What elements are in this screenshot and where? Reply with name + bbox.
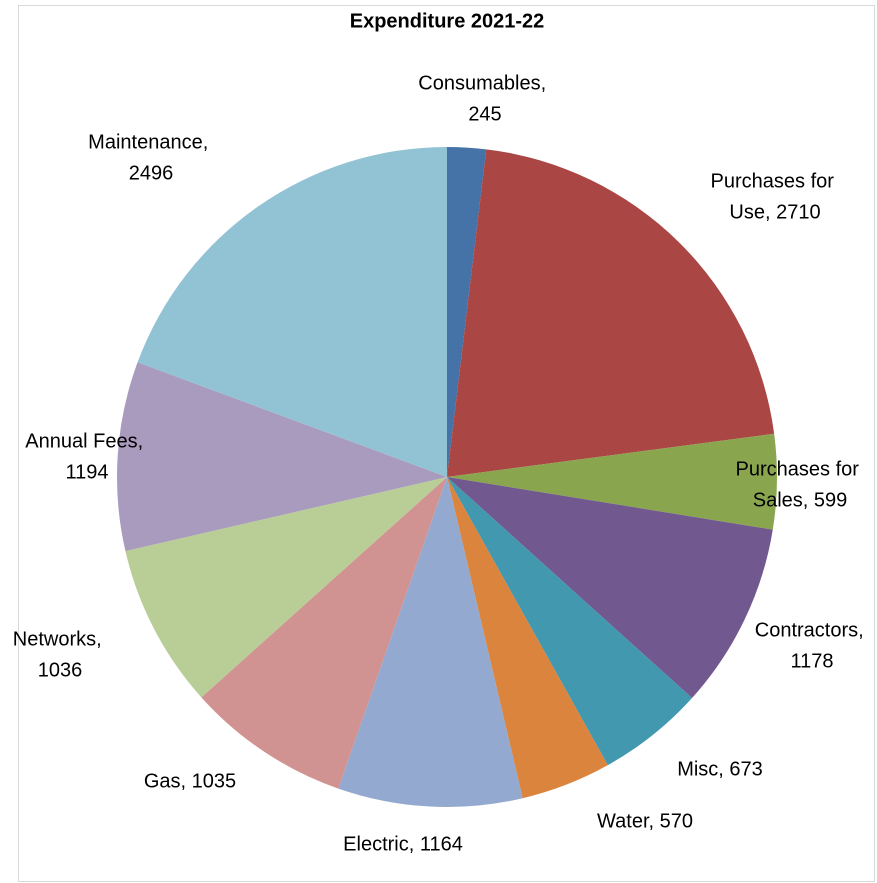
pie-slice	[338, 477, 523, 808]
data-label: Maintenance, 2496	[88, 132, 214, 185]
data-label: Electric, 1164	[343, 833, 463, 855]
pie-slice	[125, 477, 448, 698]
pie-slice	[447, 477, 693, 766]
data-label: Annual Fees, 1194	[25, 431, 148, 484]
data-label: Purchases for Use, 2710	[711, 171, 840, 224]
data-label: Water, 570	[597, 810, 693, 832]
data-label: Consumables, 245	[418, 73, 551, 126]
pie-slice	[447, 477, 773, 699]
pie-slice	[201, 477, 447, 789]
pie-slice	[137, 147, 448, 477]
pie-slice	[447, 477, 608, 799]
data-label: Misc, 673	[677, 758, 763, 780]
pie-slice	[116, 362, 447, 552]
chart-title: Expenditure 2021-22	[350, 10, 545, 32]
pie-slice	[447, 433, 777, 530]
data-label: Networks, 1036	[13, 629, 107, 682]
pie-slice	[447, 147, 487, 477]
data-label: Purchases for Sales, 599	[736, 459, 865, 512]
data-label: Gas, 1035	[144, 770, 236, 792]
pie-slice	[447, 149, 775, 477]
data-label: Contractors, 1178	[755, 620, 869, 673]
